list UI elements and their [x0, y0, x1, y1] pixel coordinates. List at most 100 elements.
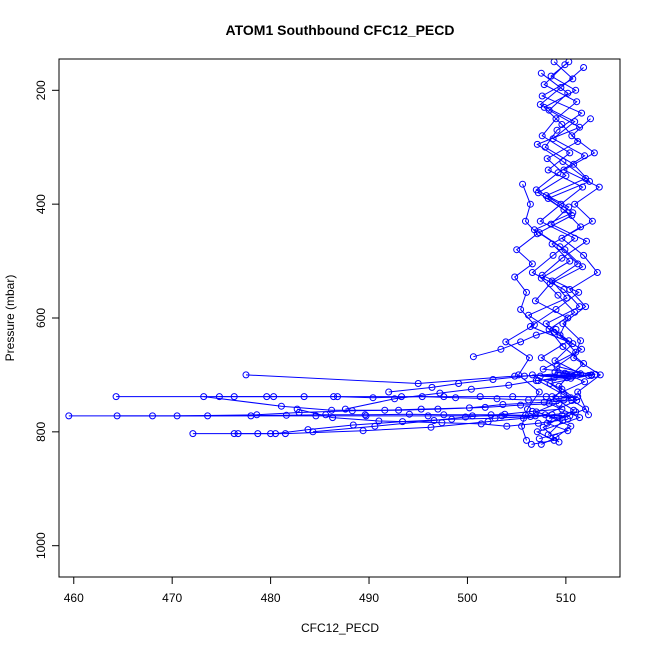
data-point	[574, 388, 582, 396]
x-tick-label: 460	[64, 591, 84, 605]
data-point	[576, 123, 584, 131]
data-point	[282, 411, 290, 419]
data-point	[528, 269, 536, 276]
data-point	[517, 401, 525, 409]
data-point	[427, 423, 435, 431]
data-point	[573, 98, 581, 106]
data-point	[526, 354, 533, 362]
data-point	[572, 408, 580, 416]
data-point	[519, 180, 527, 188]
data-point	[542, 320, 550, 328]
data-point	[113, 412, 121, 420]
data-point	[533, 230, 541, 238]
data-point	[550, 59, 558, 66]
data-point	[557, 200, 565, 208]
data-point	[440, 411, 448, 419]
data-point	[564, 415, 572, 423]
data-point	[570, 406, 578, 414]
data-point	[554, 370, 562, 378]
data-point	[521, 372, 528, 380]
data-point	[65, 412, 73, 420]
series-line-16	[345, 377, 571, 410]
data-point	[590, 149, 598, 157]
y-axis: 200 400 600 800 1000	[34, 80, 60, 559]
x-axis-label: CFC12_PECD	[301, 621, 379, 635]
data-point	[493, 395, 501, 403]
data-point	[538, 92, 546, 100]
data-point	[304, 426, 312, 434]
data-point	[542, 192, 550, 200]
data-point	[547, 72, 555, 80]
data-point	[578, 345, 586, 353]
data-point	[455, 380, 463, 387]
data-point	[580, 64, 588, 71]
data-point	[300, 393, 308, 401]
data-point	[537, 274, 545, 282]
data-point	[440, 393, 448, 401]
data-point	[560, 396, 568, 404]
data-point	[434, 405, 442, 413]
data-point	[528, 260, 536, 268]
data-point	[204, 412, 212, 420]
data-point	[569, 209, 577, 217]
series-line-4	[527, 72, 592, 436]
data-point	[539, 423, 547, 431]
data-point	[391, 395, 399, 403]
data-point	[552, 115, 560, 123]
data-point	[476, 393, 484, 401]
data-point	[448, 415, 456, 423]
data-point	[569, 75, 577, 83]
data-point	[563, 294, 571, 302]
data-point	[522, 217, 529, 225]
data-point	[532, 331, 540, 339]
data-point	[548, 411, 556, 419]
data-point	[532, 186, 540, 194]
data-point	[530, 321, 538, 329]
data-point	[588, 217, 596, 225]
x-tick-label: 500	[457, 591, 477, 605]
data-point	[537, 354, 545, 362]
data-point	[546, 380, 554, 387]
data-point	[596, 371, 604, 379]
data-point	[593, 269, 601, 276]
x-tick-label: 510	[556, 591, 576, 605]
data-point	[293, 405, 301, 413]
data-point	[559, 320, 567, 328]
data-point	[502, 338, 510, 346]
data-point	[554, 169, 562, 177]
data-point	[523, 436, 530, 444]
data-point	[574, 393, 582, 401]
series-line-20	[117, 413, 562, 417]
y-tick-label: 1000	[34, 532, 48, 559]
data-point	[469, 353, 477, 361]
data-point	[580, 360, 588, 367]
data-point	[215, 393, 223, 401]
data-point	[574, 138, 582, 145]
data-point	[582, 405, 590, 413]
data-point	[526, 200, 534, 208]
data-point	[385, 388, 393, 396]
data-point	[452, 394, 460, 402]
data-point	[518, 422, 526, 430]
data-point	[375, 417, 383, 425]
data-point	[549, 251, 557, 259]
data-point	[200, 393, 208, 401]
data-point	[535, 435, 543, 443]
data-point	[564, 89, 572, 97]
data-point	[558, 254, 566, 262]
data-point	[555, 438, 563, 446]
data-point	[522, 411, 529, 419]
data-point	[567, 374, 575, 382]
data-point	[523, 288, 530, 296]
data-point	[538, 132, 546, 140]
data-point	[436, 389, 444, 397]
data-point	[526, 413, 534, 420]
data-point	[242, 371, 250, 379]
data-point	[414, 380, 422, 387]
data-point	[568, 397, 576, 404]
plot-frame	[58, 58, 621, 578]
data-point	[560, 166, 568, 174]
y-tick-label: 400	[34, 194, 48, 214]
data-point	[369, 394, 377, 402]
